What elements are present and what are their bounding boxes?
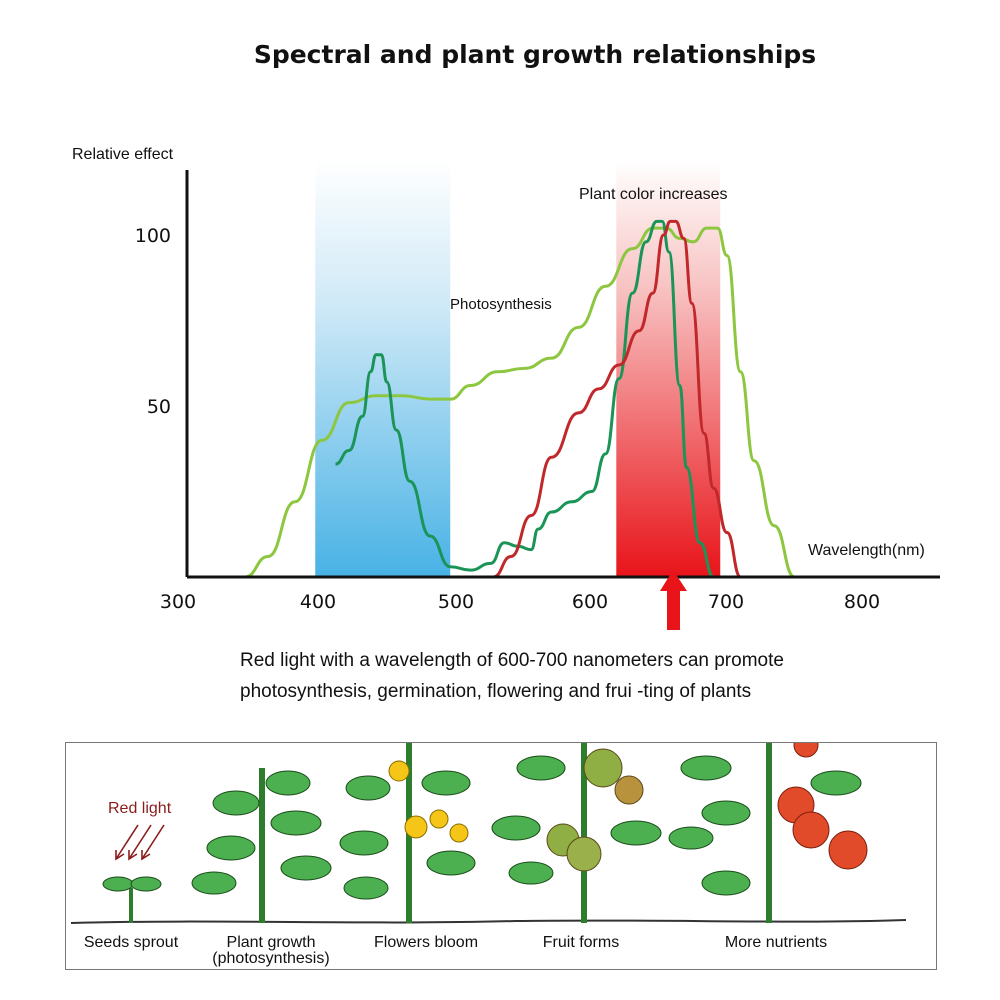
x-axis-label: Wavelength(nm) bbox=[808, 542, 925, 559]
growth-stages-illustration bbox=[70, 743, 907, 924]
series-line-0 bbox=[244, 226, 796, 579]
spectrum-chart-svg: Relative effect Wavelength(nm) Photosynt… bbox=[72, 146, 940, 630]
green-fruit-icon bbox=[546, 748, 644, 872]
annotation-plant-color: Plant color increases bbox=[579, 186, 728, 203]
caption-text: Red light with a wavelength of 600-700 n… bbox=[240, 650, 784, 702]
red-arrow bbox=[660, 570, 687, 630]
stage-label-fruit: Fruit forms bbox=[542, 934, 620, 951]
x-tick-label: 700 bbox=[708, 591, 744, 613]
stage-label-flowers: Flowers bloom bbox=[373, 934, 479, 951]
x-tick-label: 400 bbox=[300, 591, 336, 613]
stage-label-sprout: Seeds sprout bbox=[83, 934, 179, 951]
stage-label-nutrients: More nutrients bbox=[724, 934, 828, 951]
y-axis-label: Relative effect bbox=[72, 146, 174, 163]
ground-line bbox=[70, 919, 907, 924]
x-tick-label: 500 bbox=[438, 591, 474, 613]
flowering-plant-icon bbox=[339, 743, 476, 923]
sprout-icon bbox=[102, 876, 162, 923]
red-arrow-icon bbox=[660, 570, 687, 630]
y-tick-label: 100 bbox=[135, 225, 171, 247]
red-light-arrows-icon bbox=[115, 824, 165, 861]
growth-stages-panel: Red light bbox=[65, 742, 937, 970]
series-line-1 bbox=[335, 219, 715, 579]
ripe-plant-icon bbox=[668, 743, 868, 923]
chart-title: Spectral and plant growth relationships bbox=[253, 40, 817, 69]
x-tick-label: 800 bbox=[844, 591, 880, 613]
flower-icon bbox=[388, 760, 469, 843]
stage-label-growth: Plant growth (photosynthesis) bbox=[212, 934, 330, 967]
growing-plant-icon bbox=[191, 768, 332, 923]
series-line-2 bbox=[493, 219, 742, 579]
tomato-icon bbox=[777, 743, 868, 870]
spectrum-chart: Relative effect Wavelength(nm) Photosynt… bbox=[0, 130, 1000, 630]
fruiting-plant-icon bbox=[491, 743, 662, 923]
x-tick-label: 300 bbox=[160, 591, 196, 613]
annotation-photosynthesis: Photosynthesis bbox=[450, 296, 552, 313]
x-tick-label: 600 bbox=[572, 591, 608, 613]
red-light-label: Red light bbox=[108, 800, 172, 817]
y-tick-label: 50 bbox=[147, 396, 171, 418]
